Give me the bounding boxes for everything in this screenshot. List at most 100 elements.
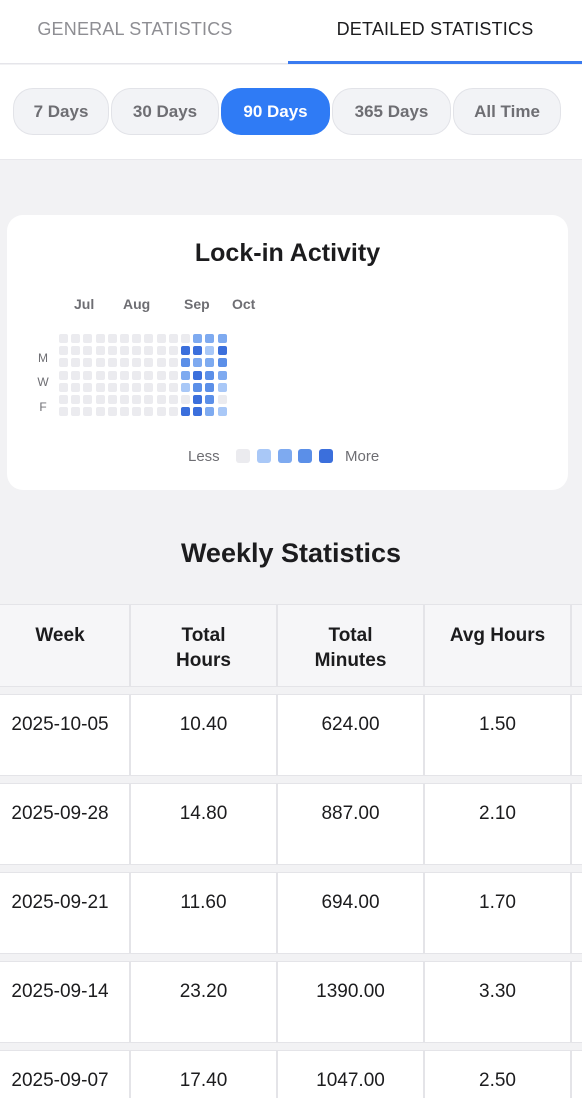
activity-cell <box>168 382 178 392</box>
table-cell-total-minutes: 624.00 <box>277 694 424 776</box>
table-cell-total-minutes: 1390.00 <box>277 961 424 1043</box>
table-cell-avg-hours: 3.30 <box>424 961 571 1043</box>
activity-cell <box>181 334 190 343</box>
period-30-days-button[interactable]: 30 Days <box>111 88 219 135</box>
activity-cell <box>144 395 154 404</box>
weekday-label: F <box>39 400 47 414</box>
period-90-days-button[interactable]: 90 Days <box>221 88 330 135</box>
activity-cell <box>144 382 154 392</box>
activity-cell <box>193 407 203 417</box>
month-label: Jul <box>74 296 95 312</box>
activity-cell <box>59 395 68 404</box>
tab-detailed-statistics[interactable]: DETAILED STATISTICS <box>336 19 534 39</box>
activity-cell <box>120 395 129 404</box>
table-cell-total-minutes: 1047.00 <box>277 1050 424 1098</box>
month-label: Oct <box>232 296 256 312</box>
weekly-statistics-table: Week Total Hours Total Minutes Avg Hours… <box>0 604 582 1098</box>
legend-swatch <box>319 449 333 463</box>
table-cell-total-hours: 23.20 <box>130 961 277 1043</box>
activity-cell <box>217 407 227 417</box>
table-cell-total-minutes: 887.00 <box>277 783 424 865</box>
activity-cell <box>217 370 227 380</box>
activity-cell <box>59 382 68 392</box>
activity-cell <box>59 346 68 356</box>
activity-cell <box>168 358 178 368</box>
period-selector: 7 Days 30 Days 90 Days 365 Days All Time <box>0 65 582 160</box>
activity-cell <box>59 370 68 380</box>
activity-cell <box>156 346 166 356</box>
activity-cell <box>132 382 142 392</box>
period-7-days-button[interactable]: 7 Days <box>13 88 109 135</box>
activity-cell <box>107 407 117 417</box>
activity-cell <box>120 358 129 368</box>
activity-cell <box>107 358 117 368</box>
activity-cell <box>144 358 154 368</box>
legend-swatch <box>257 449 271 463</box>
activity-cell <box>120 334 129 343</box>
table-cell-total-hours: 14.80 <box>130 783 277 865</box>
activity-cell <box>83 370 93 380</box>
activity-cell <box>71 407 81 417</box>
activity-cell <box>193 334 203 343</box>
activity-cell <box>144 407 154 417</box>
tab-general-statistics[interactable]: GENERAL STATISTICS <box>37 19 233 39</box>
activity-cell <box>144 346 154 356</box>
activity-cell <box>95 358 105 368</box>
header-week: Week <box>0 604 130 687</box>
activity-cell <box>95 346 105 356</box>
month-label: Aug <box>123 296 151 312</box>
activity-cell <box>120 370 129 380</box>
activity-cell <box>181 382 190 392</box>
activity-cell <box>168 407 178 417</box>
activity-cell <box>83 358 93 368</box>
activity-cell <box>144 334 154 343</box>
weekly-statistics-title: Weekly Statistics <box>180 538 402 568</box>
activity-cell <box>205 370 215 380</box>
activity-cell <box>132 358 142 368</box>
period-all-time-button[interactable]: All Time <box>453 88 561 135</box>
month-label: Sep <box>184 296 210 312</box>
activity-cell <box>168 395 178 404</box>
week-value: 2025-09-14 <box>11 981 109 1002</box>
activity-cell <box>156 395 166 404</box>
week-value: 2025-09-21 <box>11 892 109 913</box>
activity-cell <box>132 334 142 343</box>
activity-cell <box>107 370 117 380</box>
activity-cell <box>181 407 190 417</box>
activity-cell <box>205 407 215 417</box>
activity-cell <box>156 407 166 417</box>
header-total-minutes-label: Total Minutes <box>314 625 387 671</box>
activity-cell <box>132 395 142 404</box>
activity-cell <box>120 382 129 392</box>
activity-cell <box>83 395 93 404</box>
activity-cell <box>217 358 227 368</box>
activity-cell <box>193 370 203 380</box>
header-overflow-column <box>571 604 582 687</box>
activity-cell <box>71 358 81 368</box>
activity-cell <box>83 407 93 417</box>
header-total-minutes: Total Minutes <box>277 604 424 687</box>
table-cell-total-hours: 17.40 <box>130 1050 277 1098</box>
table-cell-avg-hours: 2.50 <box>424 1050 571 1098</box>
activity-cell <box>95 370 105 380</box>
activity-cell <box>205 395 215 404</box>
week-value: 2025-10-05 <box>11 714 109 735</box>
activity-cell <box>193 358 203 368</box>
table-cell-overflow <box>571 1050 582 1098</box>
legend-swatch <box>236 449 250 463</box>
activity-cell <box>71 346 81 356</box>
active-tab-indicator <box>288 61 582 64</box>
activity-cell <box>132 346 142 356</box>
legend-swatch <box>278 449 292 463</box>
period-365-days-button[interactable]: 365 Days <box>332 88 451 135</box>
week-value: 2025-09-07 <box>11 1070 109 1091</box>
table-cell-overflow <box>571 783 582 865</box>
table-cell-total-hours: 11.60 <box>130 872 277 954</box>
activity-cell <box>95 382 105 392</box>
activity-cell <box>205 346 215 356</box>
activity-cell <box>181 358 190 368</box>
activity-cell <box>132 370 142 380</box>
stats-tab-bar: GENERAL STATISTICS DETAILED STATISTICS <box>0 0 582 64</box>
activity-cell <box>107 395 117 404</box>
activity-cell <box>156 358 166 368</box>
